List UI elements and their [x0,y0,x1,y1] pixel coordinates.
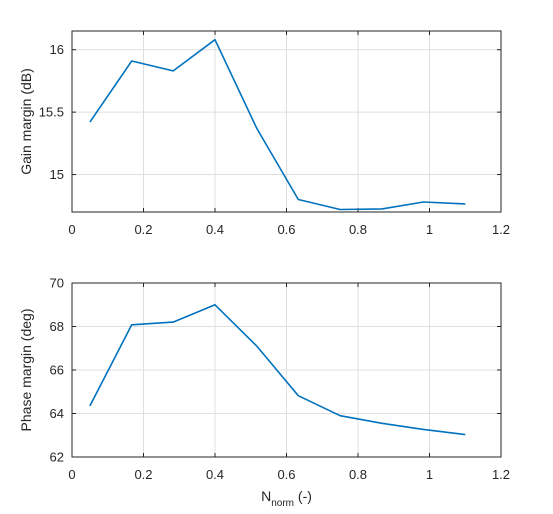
gain-y-axis-label: Gain margin (dB) [18,68,34,175]
phase-y-axis-label: Phase margin (deg) [18,309,34,432]
gain-x-tick-label: 0.8 [349,222,367,237]
phase-y-tick-label: 70 [50,276,64,291]
gain-x-tick-label: 0.2 [134,222,152,237]
phase-x-tick-label: 1 [426,467,433,482]
phase-y-tick-label: 68 [50,319,64,334]
gain-margin-axes: 0 0.2 0.4 0.6 0.8 1 1.2 15 15.5 16 Gain margin (dB… [18,30,510,237]
phase-y-tick-label: 62 [50,450,64,465]
phase-x-tick-label: 0 [68,467,75,482]
phase-series-line [89,303,466,436]
gain-x-tick-label: 1 [426,222,433,237]
phase-x-axis-label: Nnorm (-) [261,488,312,509]
phase-y-tick-label: 64 [50,406,64,421]
gain-y-tick-label: 15.5 [39,105,64,120]
phase-x-tick-label: 0.2 [134,467,152,482]
phase-y-tick-label: 66 [50,363,64,378]
gain-series-line [89,38,466,211]
phase-x-tick-label: 0.6 [277,467,295,482]
phase-x-tick-label: 1.2 [492,467,510,482]
phase-x-tick-label: 0.4 [206,467,224,482]
phase-x-tick-label: 0.8 [349,467,367,482]
gain-x-tick-label: 0.6 [277,222,295,237]
gain-y-tick-label: 15 [50,167,64,182]
phase-margin-axes: 0 0.2 0.4 0.6 0.8 1 1.2 62 64 66 68 70 Phase margin … [18,276,510,510]
gain-x-tick-label: 0 [68,222,75,237]
gain-x-tick-label: 1.2 [492,222,510,237]
gain-y-tick-label: 16 [50,42,64,57]
gain-x-tick-label: 0.4 [206,222,224,237]
